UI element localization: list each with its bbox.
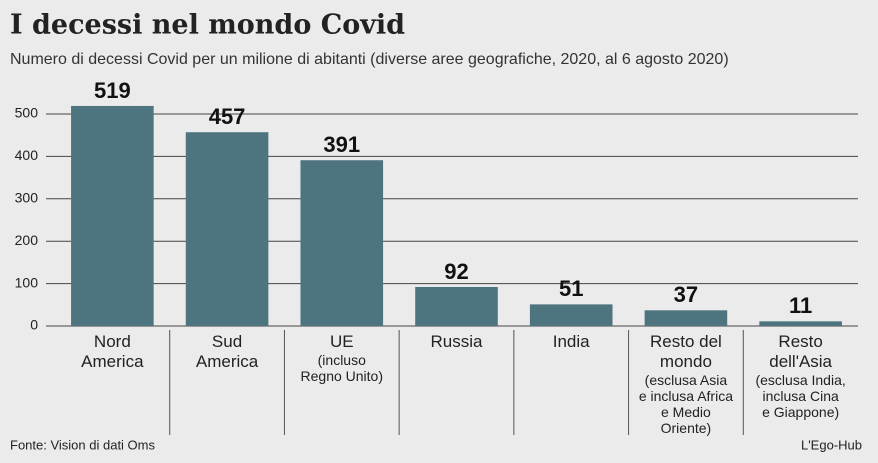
chart-subtitle: Numero di decessi Covid per un milione d…	[10, 51, 729, 68]
bar	[415, 286, 498, 326]
y-tick-label: 300	[15, 190, 39, 206]
bar	[644, 310, 728, 326]
value-label: 11	[789, 293, 812, 318]
category-note: (incluso Regno Unito)	[300, 352, 384, 384]
value-label: 519	[94, 78, 131, 103]
source: Fonte: Vision di dati Oms	[10, 437, 155, 452]
bar	[529, 304, 613, 326]
x-tick-label: UE	[329, 332, 354, 351]
x-tick-label: India	[552, 332, 590, 351]
bar	[759, 321, 842, 326]
y-tick-label: 100	[15, 274, 39, 290]
y-tick-label: 0	[30, 317, 38, 333]
bar	[300, 160, 384, 326]
credit: L'Ego-Hub	[801, 437, 862, 452]
y-tick-label: 200	[15, 232, 39, 248]
value-label: 37	[674, 282, 698, 307]
category-note: (esclusa India, inclusa Cina e Giappone)	[755, 372, 846, 420]
y-tick-label: 500	[15, 105, 39, 121]
value-label: 51	[559, 276, 583, 301]
category-note: (esclusa Asia e inclusa Africa e Medio O…	[638, 372, 733, 436]
x-tick-label: Resto del mondo	[650, 332, 722, 371]
value-label: 457	[209, 104, 246, 129]
x-tick-label: Russia	[430, 332, 483, 351]
chart-title: I decessi nel mondo Covid	[10, 10, 405, 41]
x-tick-label: Nord America	[81, 332, 144, 371]
x-tick-label: Sud America	[195, 332, 259, 371]
value-label: 391	[323, 132, 360, 157]
bar	[71, 105, 154, 326]
bar	[185, 132, 269, 326]
x-tick-label: Resto dell'Asia	[769, 332, 833, 371]
y-tick-label: 400	[15, 147, 39, 163]
value-label: 92	[444, 259, 468, 284]
